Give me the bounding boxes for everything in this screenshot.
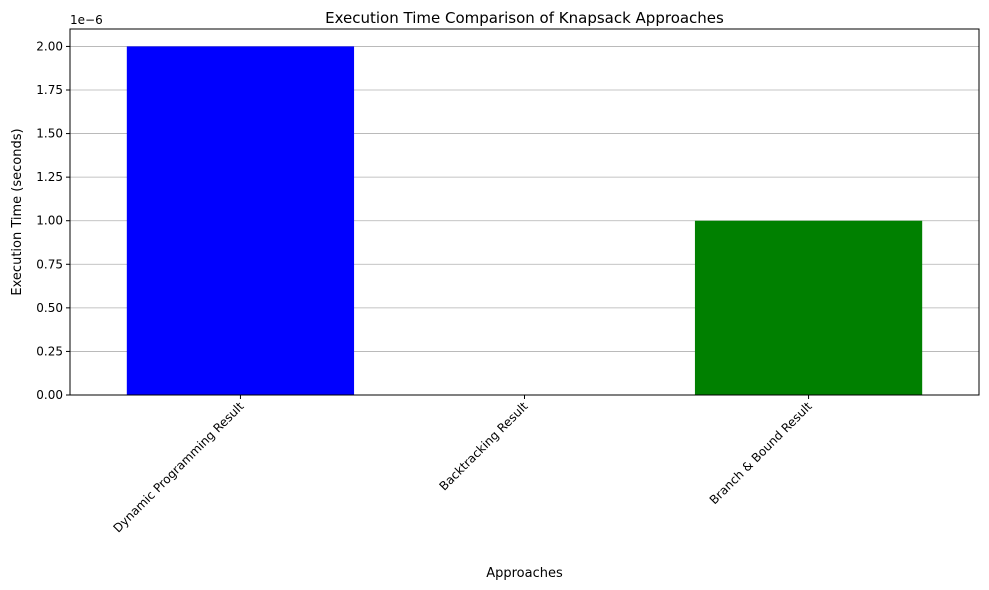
y-axis-label: Execution Time (seconds) [10, 128, 25, 295]
y-tick-label: 0.50 [36, 301, 63, 315]
y-tick-label: 0.00 [36, 388, 63, 402]
y-tick-label: 1.00 [36, 214, 63, 228]
bar-branch-bound-result [694, 220, 923, 395]
bars [126, 46, 923, 396]
x-axis-ticks: Dynamic Programming Result Backtracking R… [110, 395, 815, 535]
y-tick-label: 1.50 [36, 127, 63, 141]
x-tick-label: Backtracking Result [436, 399, 530, 493]
y-axis-ticks: 0.00 0.25 0.50 0.75 1.00 1.25 1.50 1.75 2.00 [36, 39, 70, 402]
y-tick-label: 0.25 [36, 344, 63, 358]
y-tick-label: 1.25 [36, 170, 63, 184]
y-tick-label: 0.75 [36, 257, 63, 271]
bar-dynamic-programming-result [126, 46, 355, 396]
x-tick-label: Dynamic Programming Result [110, 399, 246, 535]
chart-title: Execution Time Comparison of Knapsack Ap… [325, 9, 724, 27]
y-tick-label: 2.00 [36, 39, 63, 53]
x-tick-label: Branch & Bound Result [707, 399, 815, 507]
y-offset-label: 1e−6 [70, 13, 103, 27]
x-axis-label: Approaches [486, 566, 563, 581]
y-tick-label: 1.75 [36, 83, 63, 97]
